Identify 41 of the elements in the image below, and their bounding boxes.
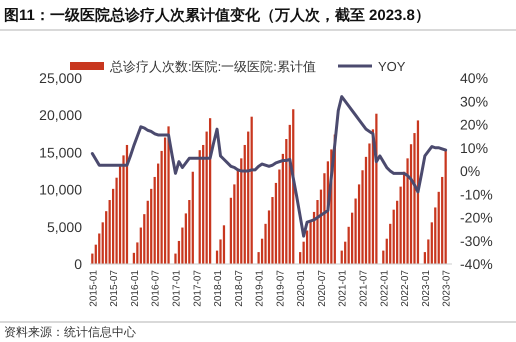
- x-tick-label: 2020-01: [296, 270, 308, 307]
- x-tick-label: 2018-01: [213, 270, 224, 307]
- bar: [192, 172, 194, 264]
- legend-label: 总诊疗人次数:医院:一级医院:累计值: [109, 59, 316, 74]
- x-tick-label: 2020-07: [316, 270, 328, 307]
- y2-tick-label: 30%: [460, 93, 488, 110]
- x-tick-label: 2016-01: [130, 270, 141, 307]
- x-tick-label: 2023-01: [420, 270, 432, 307]
- legend-label: YOY: [378, 59, 406, 74]
- x-tick-label: 2021-01: [338, 270, 349, 307]
- y-tick-label: 25,000: [39, 70, 82, 86]
- y-tick-label: 0: [74, 256, 82, 272]
- y-tick-label: 15,000: [39, 144, 82, 160]
- y2-tick-label: -30%: [460, 232, 493, 249]
- line-series: [90, 95, 448, 238]
- x-tick-label: 2021-07: [358, 270, 370, 307]
- y2-tick-label: -20%: [460, 210, 493, 226]
- chart-title: 图11：一级医院总诊疗人次累计值变化（万人次，截至 2023.8）: [4, 6, 430, 24]
- y2-tick-label: 0%: [460, 163, 480, 179]
- text: 资料来源：统计信息中心: [4, 325, 136, 339]
- x-tick-label: 2019-07: [275, 270, 286, 307]
- y2-tick-label: 10%: [460, 140, 488, 156]
- y2-tick-label: -10%: [460, 186, 493, 202]
- x-tick-label: 2017-07: [192, 270, 204, 307]
- bar: [250, 116, 253, 264]
- x-tick-label: 2017-01: [171, 270, 182, 307]
- x-tick-label: 2015-01: [88, 270, 100, 307]
- x-tick-label: 2015-07: [109, 270, 120, 307]
- x-tick-label: 2016-07: [150, 270, 162, 307]
- y-tick-label: 20,000: [39, 107, 82, 124]
- x-tick-label: 2019-01: [254, 270, 266, 307]
- y2-tick-label: -40%: [460, 256, 493, 272]
- x-tick-label: 2022-07: [400, 270, 412, 307]
- x-tick-label: 2023-07: [442, 270, 453, 307]
- x-tick-label: 2018-07: [234, 270, 245, 307]
- y2-tick-label: 20%: [460, 116, 488, 132]
- y-tick-label: 5,000: [46, 218, 82, 235]
- x-tick-label: 2022-01: [379, 270, 390, 307]
- bar: [444, 149, 447, 264]
- y2-tick-label: 40%: [460, 70, 488, 86]
- y-tick-label: 10,000: [39, 182, 82, 198]
